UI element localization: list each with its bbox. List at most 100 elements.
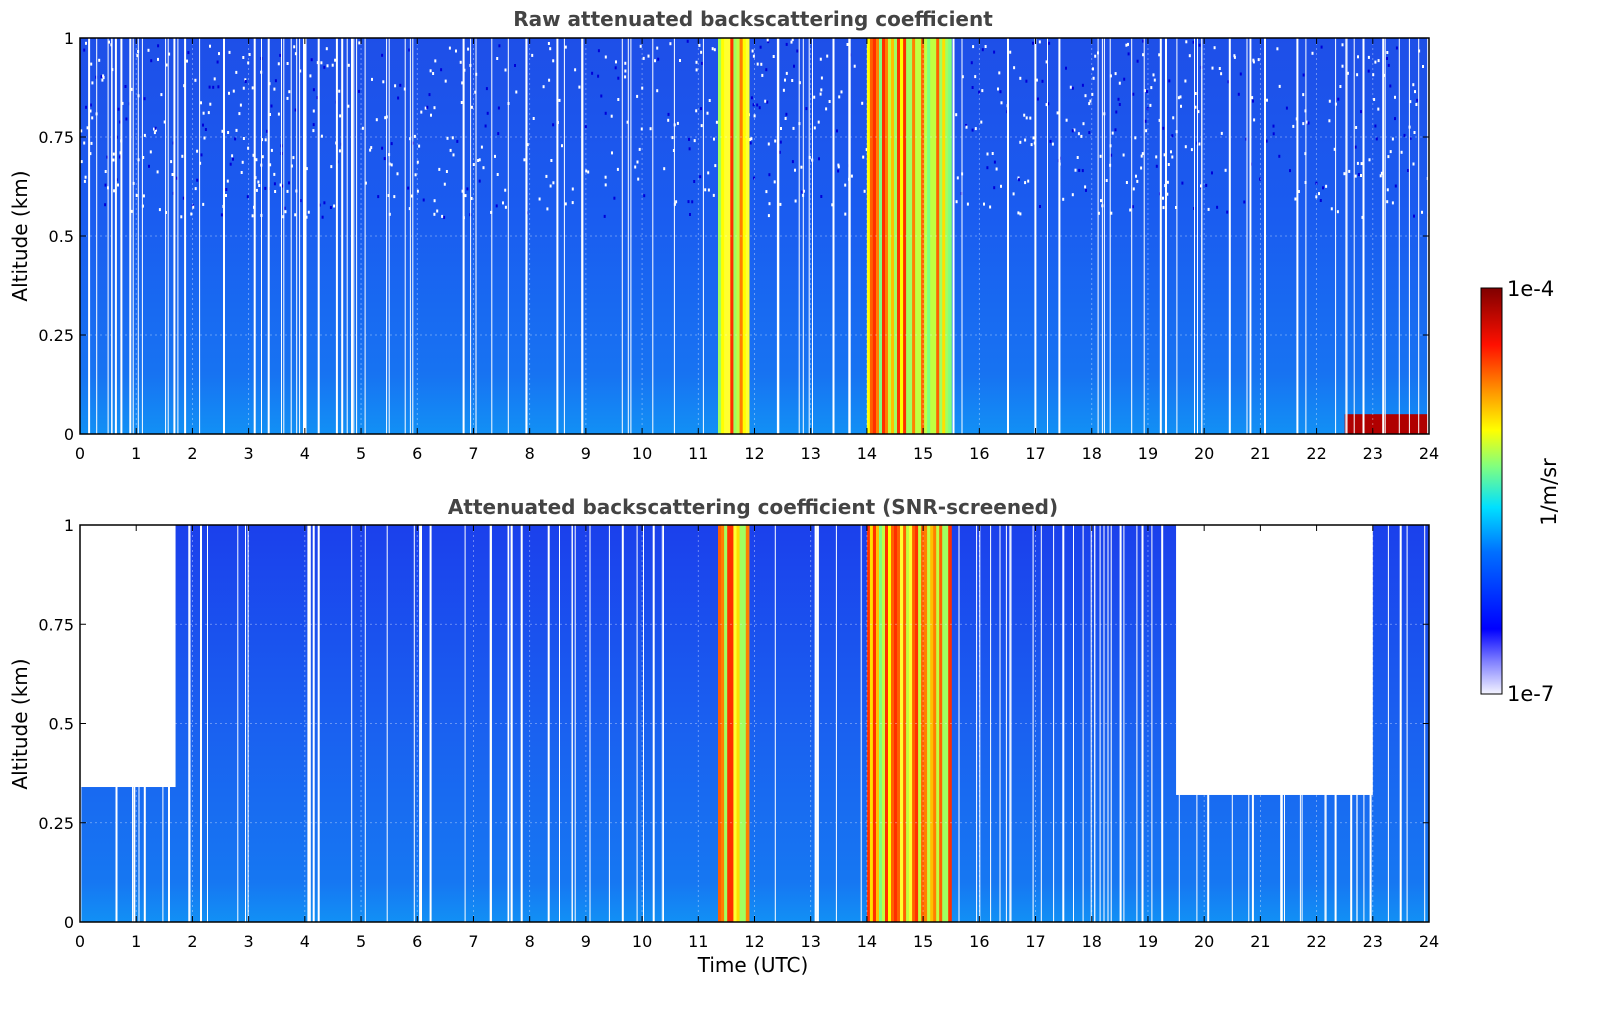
noise-speck: [624, 75, 627, 79]
noise-speck: [369, 148, 372, 152]
top-aerosol-bands: [718, 38, 1429, 434]
noise-speck: [283, 206, 286, 210]
noise-speck: [225, 194, 227, 197]
noise-speck: [305, 167, 308, 171]
noise-speck: [1325, 184, 1328, 188]
noise-speck: [1409, 136, 1412, 140]
noise-speck: [1216, 205, 1219, 209]
aerosol-band-column: [924, 525, 928, 922]
noise-speck: [1389, 84, 1392, 88]
noise-speck: [408, 48, 411, 52]
noise-speck: [779, 140, 782, 144]
aerosol-band-column: [733, 525, 738, 922]
noise-speck: [1088, 102, 1091, 106]
noise-speck: [667, 112, 670, 116]
aerosol-band-column: [933, 525, 937, 922]
noise-speck: [1343, 172, 1346, 176]
noise-speck: [714, 164, 717, 168]
noise-speck: [241, 160, 244, 164]
noise-speck: [1285, 106, 1288, 110]
noise-speck: [1025, 79, 1028, 83]
aerosol-band-column: [869, 525, 874, 922]
noise-speck: [715, 120, 718, 124]
aerosol-band-column: [742, 38, 747, 434]
noise-speck: [1395, 46, 1398, 50]
aerosol-band-column: [721, 525, 725, 922]
aerosol-band-column: [912, 38, 916, 434]
noise-speck: [118, 155, 121, 159]
noise-speck: [273, 87, 276, 91]
noise-speck: [142, 194, 145, 198]
noise-speck: [495, 204, 498, 208]
noise-speck: [862, 155, 865, 159]
noise-speck: [850, 174, 853, 178]
noise-speck: [83, 48, 86, 52]
noise-speck: [546, 207, 549, 211]
noise-speck: [125, 117, 128, 121]
noise-speck: [290, 164, 293, 168]
noise-speck: [1224, 168, 1227, 172]
noise-speck: [643, 194, 646, 198]
noise-speck: [202, 123, 204, 127]
noise-speck: [270, 104, 273, 108]
noise-speck: [798, 81, 801, 85]
noise-speck: [548, 78, 551, 82]
noise-speck: [472, 163, 475, 166]
bottom-data-gaps: [80, 525, 1426, 922]
noise-speck: [956, 176, 959, 180]
noise-speck: [587, 170, 590, 174]
noise-speck: [1375, 137, 1378, 141]
noise-speck: [1125, 43, 1128, 47]
aerosol-band-column: [897, 38, 901, 434]
noise-speck: [613, 196, 616, 200]
noise-speck: [434, 59, 437, 63]
noise-speck: [989, 205, 992, 209]
noise-speck: [531, 53, 534, 57]
noise-speck: [484, 124, 487, 128]
noise-speck: [1391, 201, 1394, 205]
screened-region: [80, 525, 176, 788]
aerosol-band-column: [872, 38, 877, 434]
noise-speck: [149, 150, 152, 154]
noise-speck: [1030, 143, 1033, 147]
noise-speck: [706, 111, 709, 115]
aerosol-band-column: [730, 525, 734, 922]
aerosol-band-column: [918, 525, 922, 922]
noise-speck: [1272, 132, 1275, 136]
noise-speck: [863, 189, 866, 193]
noise-speck: [1188, 54, 1191, 58]
noise-speck: [320, 134, 323, 138]
noise-speck: [358, 89, 360, 93]
noise-speck: [561, 144, 563, 148]
noise-speck: [330, 165, 333, 169]
noise-speck: [446, 136, 449, 140]
noise-speck: [104, 183, 107, 187]
noise-speck: [225, 188, 228, 191]
noise-speck: [482, 166, 485, 170]
noise-speck: [1272, 124, 1275, 128]
noise-speck: [312, 123, 315, 127]
noise-speck: [615, 60, 617, 64]
noise-speck: [307, 210, 310, 214]
noise-speck: [836, 129, 838, 133]
noise-speck: [767, 40, 770, 44]
noise-speck: [1171, 134, 1174, 138]
noise-speck: [1135, 174, 1137, 178]
top-y-ticks: 0 0.25 0.5 0.75 1: [38, 29, 1429, 444]
noise-speck: [325, 47, 328, 51]
noise-speck: [288, 181, 290, 185]
noise-speck: [552, 181, 555, 185]
noise-speck: [805, 107, 808, 111]
noise-speck: [691, 200, 694, 204]
noise-speck: [443, 215, 446, 219]
noise-speck: [1062, 197, 1065, 201]
noise-speck: [1302, 93, 1305, 97]
noise-speck: [614, 66, 617, 70]
noise-speck: [1198, 43, 1201, 47]
x-tick-label: 15: [913, 932, 933, 951]
x-tick-label: 3: [244, 444, 254, 463]
x-tick-label: 5: [356, 444, 366, 463]
noise-speck: [381, 146, 384, 150]
noise-speck: [604, 175, 607, 179]
noise-speck: [638, 147, 641, 151]
